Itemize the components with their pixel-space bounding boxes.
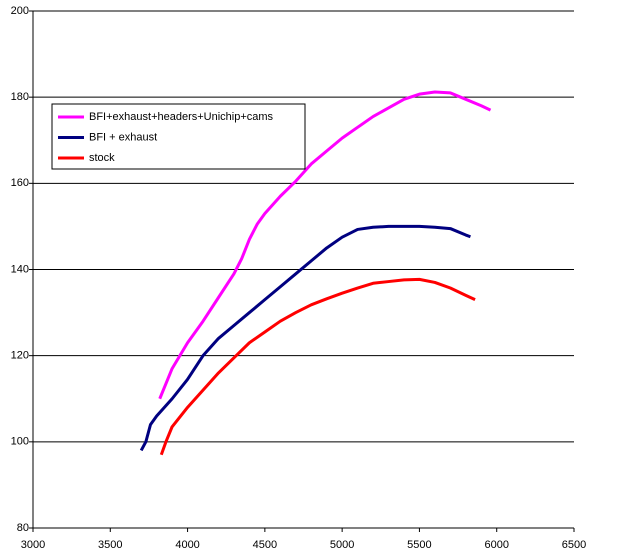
y-tick-label: 80 [17, 522, 29, 534]
x-tick-label: 3500 [98, 539, 122, 551]
y-tick-label: 200 [11, 5, 29, 17]
y-tick-label: 100 [11, 436, 29, 448]
x-tick-label: 4000 [175, 539, 199, 551]
x-tick-label: 5000 [330, 539, 354, 551]
legend-label: stock [89, 152, 115, 164]
y-tick-label: 180 [11, 91, 29, 103]
series-line [159, 277, 476, 456]
y-tick-label: 120 [11, 350, 29, 362]
x-tick-label: 4500 [253, 539, 277, 551]
series-line [139, 224, 471, 452]
y-tick-label: 160 [11, 177, 29, 189]
series-line [158, 90, 492, 400]
y-tick-label: 140 [11, 263, 29, 275]
legend-label: BFI+exhaust+headers+Unichip+cams [89, 111, 274, 123]
legend-label: BFI + exhaust [89, 131, 157, 143]
x-tick-label: 5500 [407, 539, 431, 551]
x-tick-label: 6500 [562, 539, 586, 551]
x-tick-label: 6000 [484, 539, 508, 551]
x-tick-label: 3000 [21, 539, 45, 551]
legend-box [51, 103, 306, 170]
